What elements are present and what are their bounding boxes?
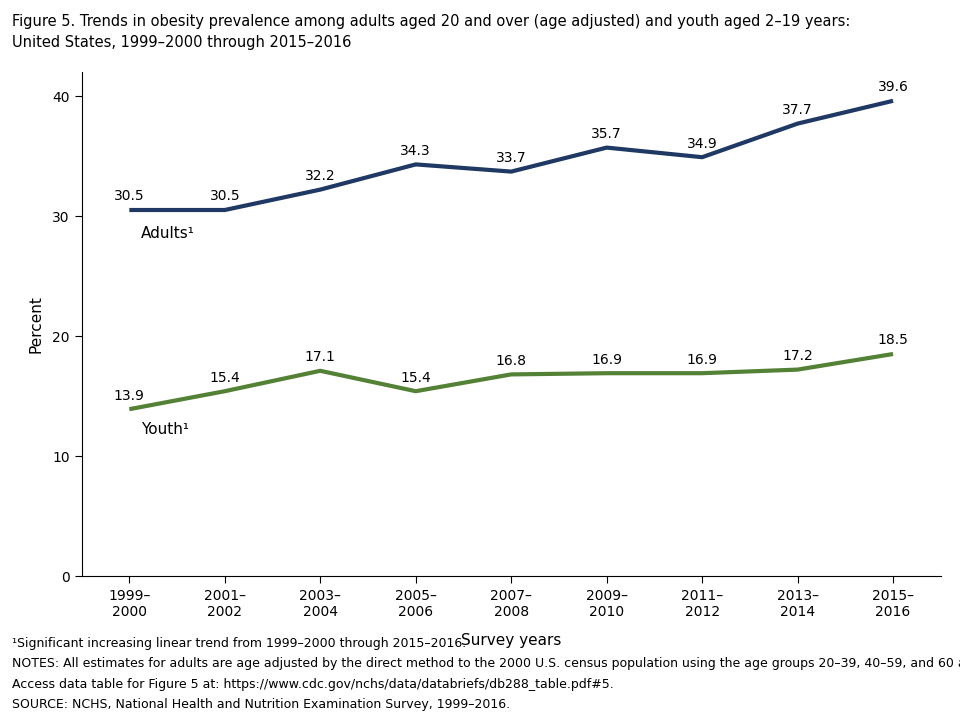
Text: 32.2: 32.2 xyxy=(305,169,336,183)
Text: 30.5: 30.5 xyxy=(114,189,145,204)
Text: United States, 1999–2000 through 2015–2016: United States, 1999–2000 through 2015–20… xyxy=(12,35,351,50)
Text: 15.4: 15.4 xyxy=(400,371,431,384)
Text: Access data table for Figure 5 at: https://www.cdc.gov/nchs/data/databriefs/db28: Access data table for Figure 5 at: https… xyxy=(12,678,613,690)
Text: 34.3: 34.3 xyxy=(400,144,431,158)
Text: ¹Significant increasing linear trend from 1999–2000 through 2015–2016.: ¹Significant increasing linear trend fro… xyxy=(12,637,466,650)
X-axis label: Survey years: Survey years xyxy=(461,633,562,647)
Text: Adults¹: Adults¹ xyxy=(141,225,195,240)
Text: 17.2: 17.2 xyxy=(782,349,813,363)
Y-axis label: Percent: Percent xyxy=(29,295,44,353)
Text: 18.5: 18.5 xyxy=(877,333,908,348)
Text: 16.9: 16.9 xyxy=(686,353,718,366)
Text: Youth¹: Youth¹ xyxy=(141,423,189,438)
Text: 35.7: 35.7 xyxy=(591,127,622,141)
Text: 13.9: 13.9 xyxy=(114,389,145,402)
Text: 37.7: 37.7 xyxy=(782,103,813,117)
Text: 30.5: 30.5 xyxy=(209,189,240,204)
Text: 33.7: 33.7 xyxy=(496,151,526,165)
Text: 17.1: 17.1 xyxy=(305,350,336,364)
Text: NOTES: All estimates for adults are age adjusted by the direct method to the 200: NOTES: All estimates for adults are age … xyxy=(12,657,960,670)
Text: 15.4: 15.4 xyxy=(209,371,240,384)
Text: 16.9: 16.9 xyxy=(591,353,622,366)
Text: 16.8: 16.8 xyxy=(495,354,527,368)
Text: 39.6: 39.6 xyxy=(877,80,908,94)
Text: Figure 5. Trends in obesity prevalence among adults aged 20 and over (age adjust: Figure 5. Trends in obesity prevalence a… xyxy=(12,14,850,30)
Text: 34.9: 34.9 xyxy=(686,137,717,150)
Text: SOURCE: NCHS, National Health and Nutrition Examination Survey, 1999–2016.: SOURCE: NCHS, National Health and Nutrit… xyxy=(12,698,510,711)
